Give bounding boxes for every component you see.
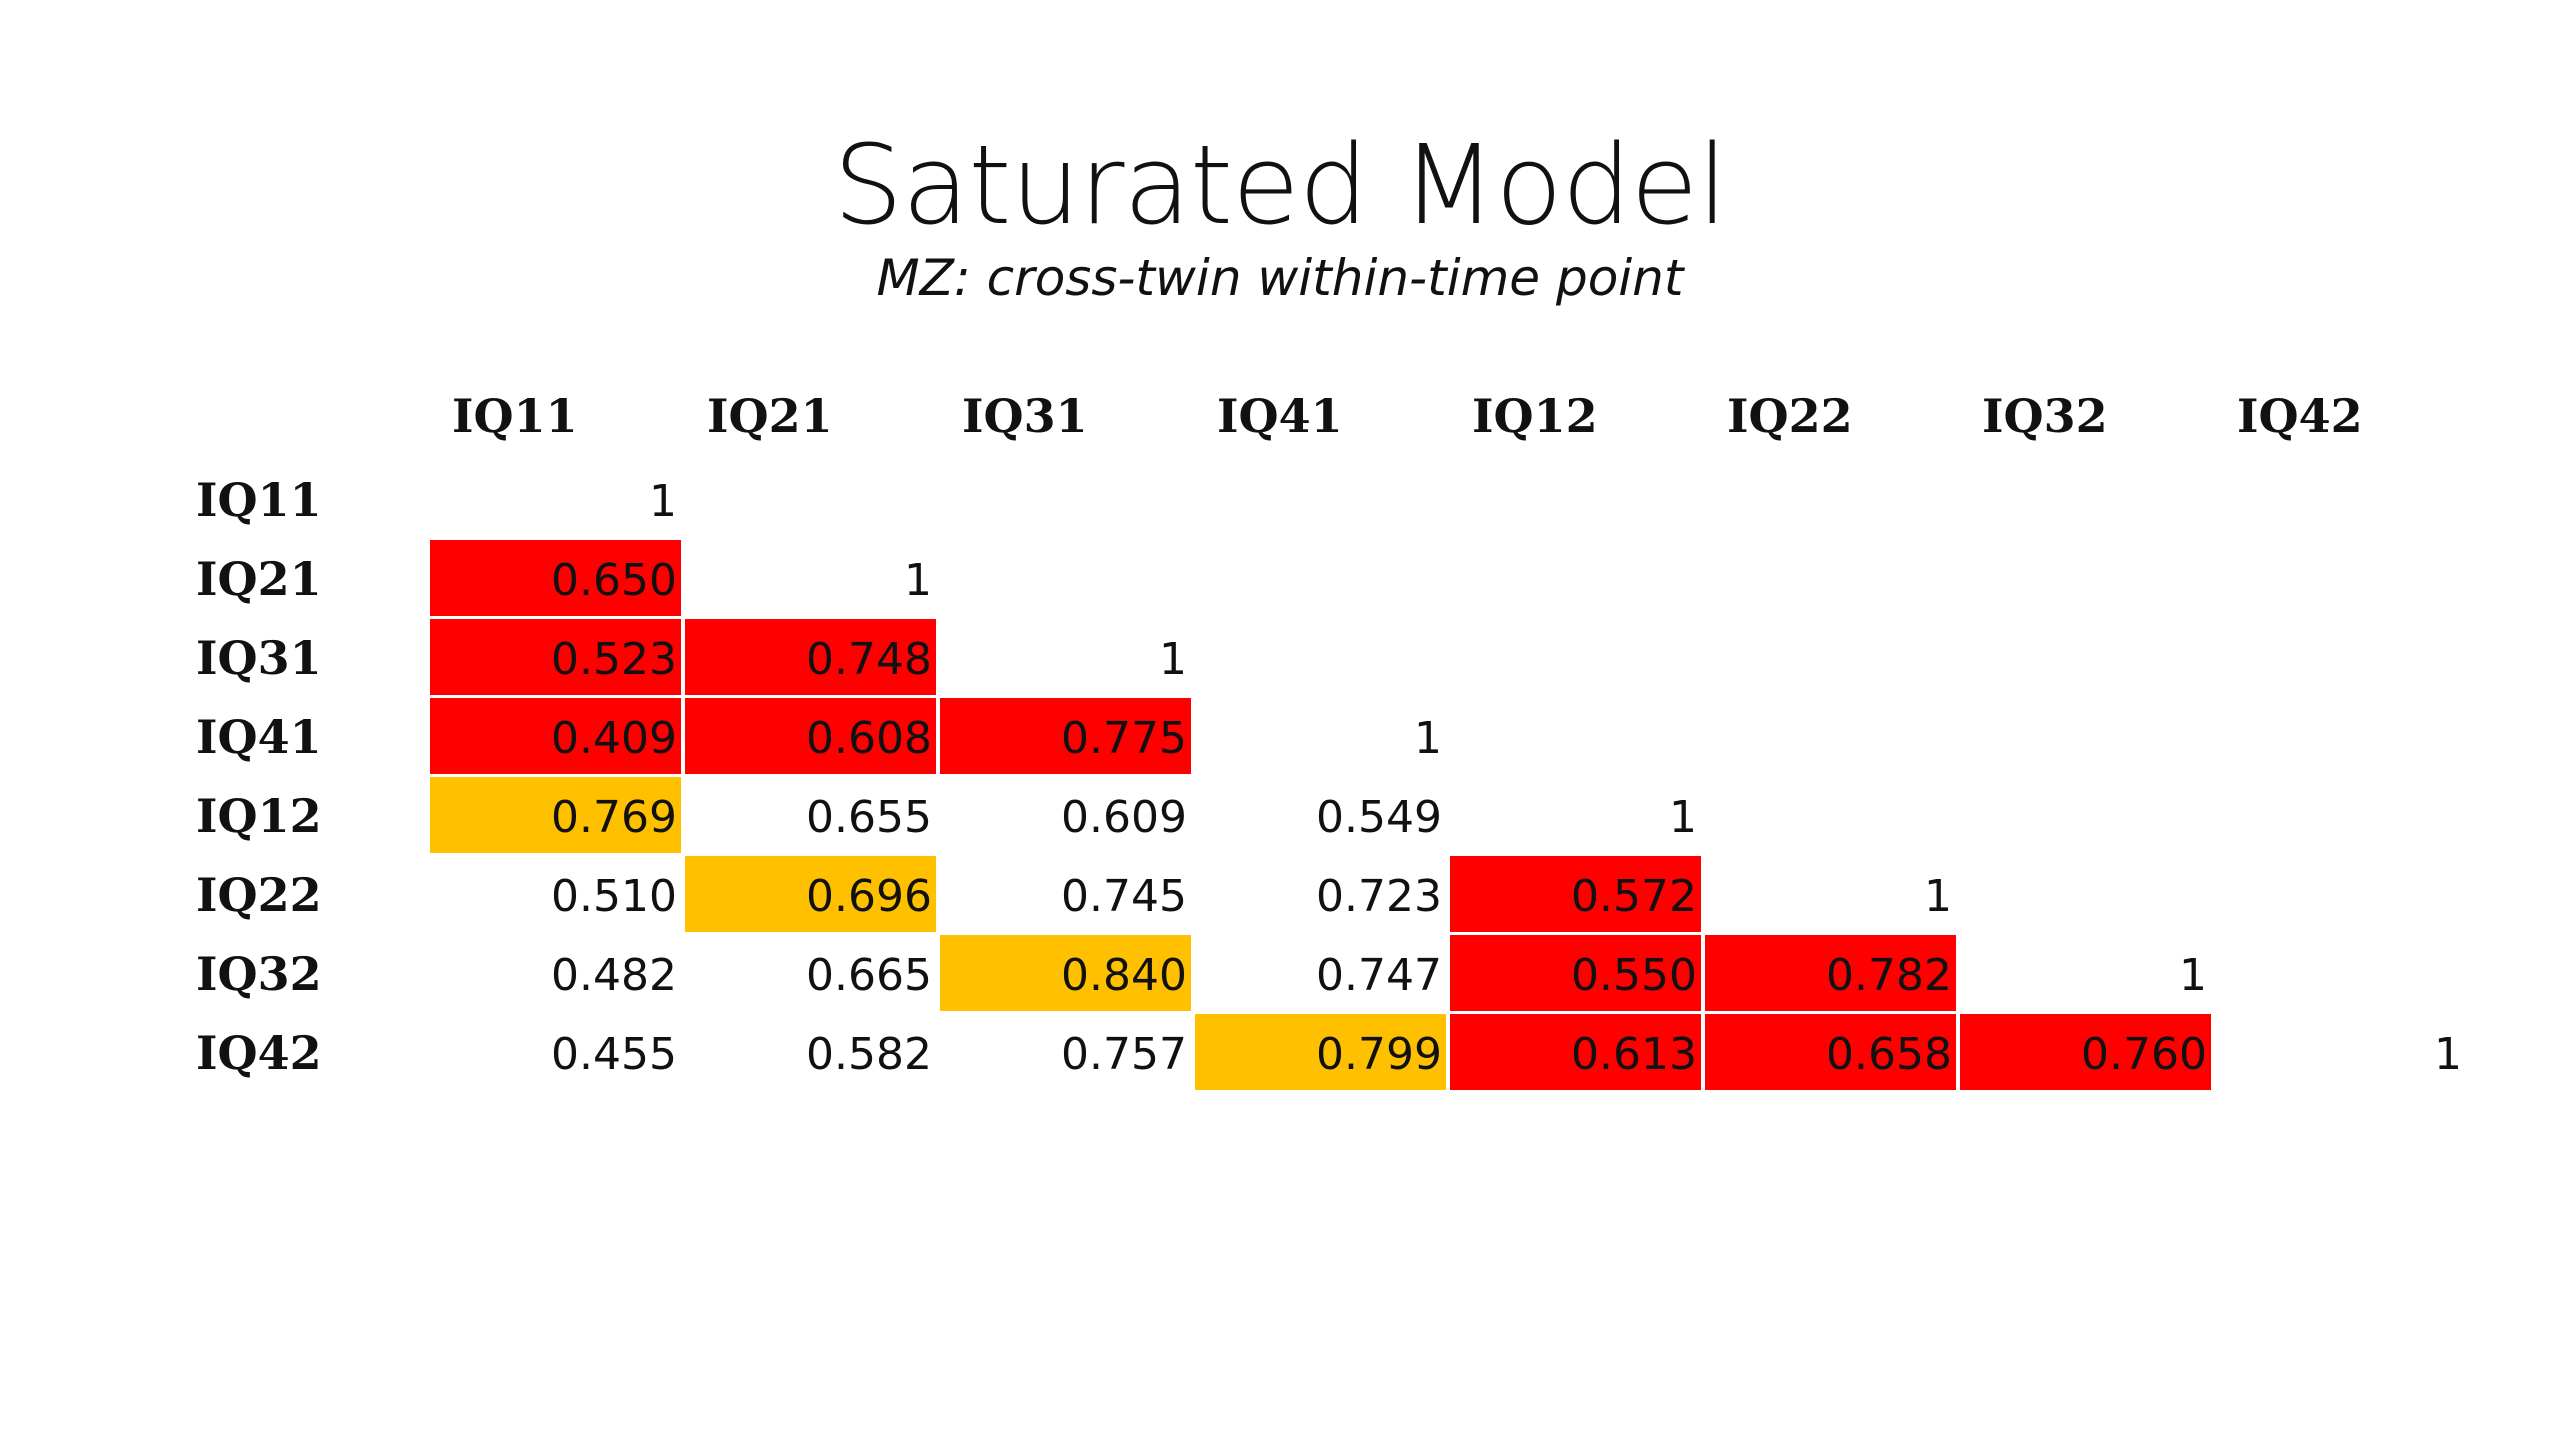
column-header: IQ42	[2237, 389, 2363, 443]
matrix-cell: 0.747	[1316, 950, 1442, 1001]
column-header: IQ32	[1982, 389, 2108, 443]
matrix-cell: 1	[904, 555, 932, 606]
matrix-cell: 0.409	[430, 698, 681, 774]
matrix-cell: 0.748	[685, 619, 936, 695]
matrix-cell: 1	[649, 476, 677, 527]
matrix-cell: 0.775	[940, 698, 1191, 774]
slide-title: Saturated Model	[833, 121, 1728, 249]
matrix-cell: 0.745	[1061, 871, 1187, 922]
column-header: IQ22	[1727, 389, 1853, 443]
column-header: IQ12	[1472, 389, 1598, 443]
matrix-cell: 0.658	[1705, 1014, 1956, 1090]
matrix-cell: 0.665	[806, 950, 932, 1001]
matrix-cell: 0.609	[1061, 792, 1187, 843]
row-header: IQ21	[196, 552, 322, 606]
row-header: IQ32	[196, 947, 322, 1001]
matrix-cell: 0.608	[685, 698, 936, 774]
matrix-cell: 0.510	[551, 871, 677, 922]
matrix-cell: 0.799	[1195, 1014, 1446, 1090]
row-header: IQ31	[196, 631, 322, 685]
row-header: IQ12	[196, 789, 322, 843]
row-header: IQ41	[196, 710, 322, 764]
matrix-cell: 0.840	[940, 935, 1191, 1011]
matrix-cell: 0.549	[1316, 792, 1442, 843]
matrix-cell: 0.650	[430, 540, 681, 616]
matrix-cell: 0.655	[806, 792, 932, 843]
row-header: IQ11	[196, 473, 322, 527]
matrix-cell: 0.550	[1450, 935, 1701, 1011]
matrix-cell: 1	[1159, 634, 1187, 685]
matrix-cell: 0.613	[1450, 1014, 1701, 1090]
matrix-cell: 0.723	[1316, 871, 1442, 922]
matrix-cell: 0.582	[806, 1029, 932, 1080]
column-header: IQ41	[1217, 389, 1343, 443]
matrix-cell: 0.455	[551, 1029, 677, 1080]
matrix-cell: 1	[2434, 1029, 2462, 1080]
matrix-cell: 0.769	[430, 777, 681, 853]
column-header: IQ11	[452, 389, 578, 443]
row-header: IQ22	[196, 868, 322, 922]
matrix-cell: 0.760	[1960, 1014, 2211, 1090]
matrix-cell: 1	[1924, 871, 1952, 922]
row-header: IQ42	[196, 1026, 322, 1080]
matrix-cell: 1	[1414, 713, 1442, 764]
matrix-cell: 1	[1669, 792, 1697, 843]
column-header: IQ31	[962, 389, 1088, 443]
matrix-cell: 0.523	[430, 619, 681, 695]
column-header: IQ21	[707, 389, 833, 443]
matrix-cell: 0.782	[1705, 935, 1956, 1011]
matrix-cell: 0.696	[685, 856, 936, 932]
matrix-cell: 1	[2179, 950, 2207, 1001]
matrix-cell: 0.572	[1450, 856, 1701, 932]
matrix-cell: 0.482	[551, 950, 677, 1001]
slide-subtitle: MZ: cross-twin within-time point	[876, 249, 1684, 307]
matrix-cell: 0.757	[1061, 1029, 1187, 1080]
